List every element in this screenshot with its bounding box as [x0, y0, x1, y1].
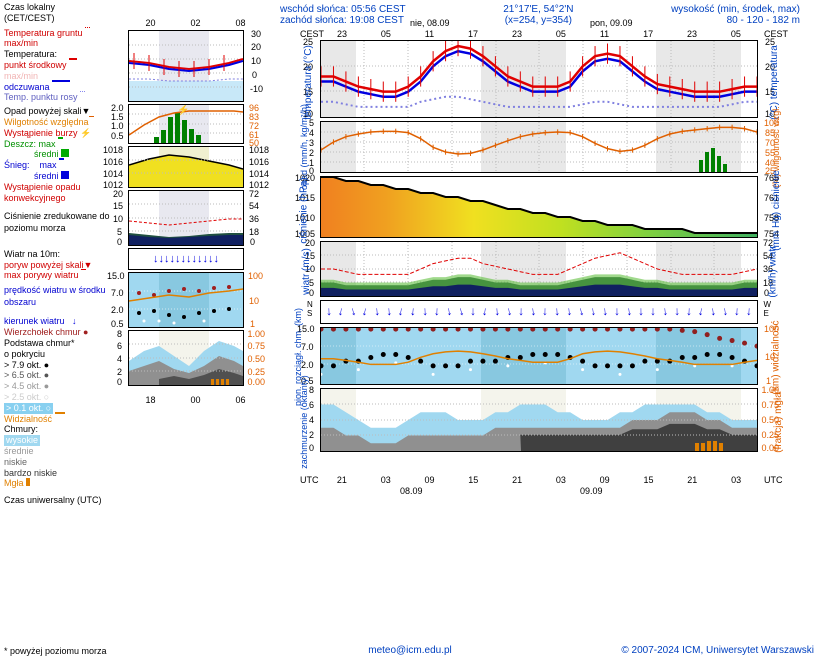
clouds-ylabel-right: (km) widzialność	[771, 321, 782, 395]
date-bot-1: 08.09	[400, 486, 423, 496]
bardzo-niskie-label: bardzo niskie	[4, 468, 124, 479]
okt65-label: > 6.5 okt. ●	[4, 370, 124, 381]
alt-label: wysokość (min, środek, max)	[671, 4, 800, 15]
small-press-chart: 1018 1016 1014 1012 1018 1016 1014 1012	[128, 146, 244, 188]
small-clouds-chart: 15.0 7.0 2.0 0.5 100 10 1	[128, 272, 244, 328]
burza-label: Wystąpienie burzy ⚡	[4, 128, 124, 139]
wysokie-label: wysokie	[4, 435, 40, 446]
poryw-skali-label: poryw powyżej skali▼	[4, 260, 124, 271]
large-temp-svg	[321, 41, 757, 117]
alt-vals: 80 - 120 - 182 m	[671, 15, 800, 26]
small-charts-column: 30 20 10 0 -10 ⚡ 2.0 1.5 1.0 0.5 96 83 7…	[128, 30, 263, 388]
opad-skali-label: Opad powyżej skali▼	[4, 106, 124, 117]
large-precip-chart: 5 4 3 2 1 0 100 85 70 55 40 25 opad (mm/…	[320, 121, 758, 173]
header-sun: wschód słońca: 05:56 CEST zachód słońca:…	[280, 4, 406, 26]
large-press-svg	[321, 177, 757, 237]
footer-email[interactable]: meteo@icm.edu.pl	[368, 645, 452, 656]
large-charts-column: 25 20 15 10 25 20 15 10 temperatura (°C)…	[320, 40, 780, 455]
large-winddir-chart: NS WE ↓↓↓↓↓↓↓↓↓↓↓↓↓↓↓↓↓↓↓↓↓↓↓↓↓↓↓↓↓↓↓↓↓↓…	[320, 300, 758, 324]
rosy-label: Temp. punktu rosy	[4, 92, 124, 103]
utc-right: UTC	[764, 475, 783, 485]
small-fog-svg	[129, 331, 243, 385]
small-wind-chart: 20 15 10 5 0 72 54 36 18 0	[128, 190, 244, 246]
okt25-label: > 2.5 okt. ○	[4, 392, 124, 403]
large-wind-svg	[321, 242, 757, 296]
small-clouds-svg	[129, 273, 243, 327]
header-alt: wysokość (min, środek, max) 80 - 120 - 1…	[671, 4, 800, 26]
okt79-label: > 7.9 okt. ●	[4, 360, 124, 371]
small-press-svg	[129, 147, 243, 187]
wind-ylabel-left: wiatr (m/s)	[301, 248, 312, 295]
sunset-text: zachód słońca: 19:08 CEST	[280, 15, 406, 26]
temp-gruntu-label: Temperatura gruntu	[4, 28, 124, 39]
wiatr10m-label: Wiatr na 10m:	[4, 249, 124, 260]
large-precip-svg	[321, 122, 757, 172]
pokrycie-label: o pokryciu	[4, 349, 124, 360]
czas-lokalny-label: Czas lokalny	[4, 2, 124, 13]
large-clouds-svg	[321, 328, 757, 384]
large-press-chart: 1020 1015 1010 1005 765 761 758 754 ciśn…	[320, 176, 758, 238]
punkt-srodkowy-label: punkt środkowy	[4, 60, 124, 71]
coords-text: 21°17'E, 54°2'N	[503, 4, 573, 15]
press-ylabel-left: ciśnienie (hPa)	[299, 177, 310, 243]
svg-text:⚡: ⚡	[177, 105, 189, 116]
large-clouds-chart: 15.0 7.0 2.0 0.5 100 10 1 pion. rozciągł…	[320, 327, 758, 385]
okt01-label: > 0.1 okt. ○	[4, 403, 53, 414]
kierunek-label: kierunek wiatru ↓	[4, 316, 124, 327]
wind-ylabel-right: (km/h) wiatr	[767, 245, 778, 297]
large-time-bot: 21030915210309152103	[320, 475, 758, 485]
tz-label: (CET/CEST)	[4, 13, 124, 24]
niskie-label: niskie	[4, 457, 124, 468]
max-porywy-label: max porywy wiatru	[4, 270, 124, 281]
header: wschód słońca: 05:56 CEST zachód słońca:…	[280, 4, 800, 26]
small-time-top: 200208	[128, 18, 263, 28]
podstawa-label: Podstawa chmur*	[4, 338, 124, 349]
fog-ylabel-right: (frakcja) mgła	[773, 392, 784, 453]
czas-utc-label: Czas uniwersalny (UTC)	[4, 495, 124, 506]
meteogram-container: wschód słońca: 05:56 CEST zachód słońca:…	[0, 0, 820, 660]
sunrise-text: wschód słońca: 05:56 CEST	[280, 4, 406, 15]
grid-text: (x=254, y=354)	[503, 15, 573, 26]
small-winddir-chart: ↓↓↓↓↓↓↓↓↓↓↓↓	[128, 248, 244, 270]
left-legend: Czas lokalny (CET/CEST) Temperatura grun…	[4, 2, 124, 506]
wilgotnosc-label: Wilgotność względna	[4, 117, 124, 128]
utc-left: UTC	[300, 475, 319, 485]
widzialnosc-label: Widzialność	[4, 414, 124, 425]
srednie-label: średnie	[4, 446, 124, 457]
large-fog-svg	[321, 389, 757, 451]
fog-ylabel-left: zachmurzenie (oktanty)	[299, 375, 309, 469]
temp-label: Temperatura:	[4, 49, 124, 60]
small-precip-svg: ⚡	[129, 105, 243, 143]
header-coords: 21°17'E, 54°2'N (x=254, y=354)	[503, 4, 573, 26]
maxmin-label: max/min	[4, 38, 124, 49]
small-temp-chart: 30 20 10 0 -10	[128, 30, 244, 102]
small-wind-svg	[129, 191, 243, 245]
large-fog-chart: 8 6 4 2 0 1.00 0.75 0.50 0.25 0.00 zachm…	[320, 388, 758, 452]
large-wind-chart: 20 15 10 5 0 72 54 36 18 0 wiatr (m/s) (…	[320, 241, 758, 297]
small-temp-svg	[129, 31, 243, 101]
date-bot-2: 09.09	[580, 486, 603, 496]
date1: nie, 08.09	[410, 18, 450, 28]
wierzcholek-label: Wierzchołek chmur ●	[4, 327, 124, 338]
mgla-label: Mgła	[4, 478, 124, 489]
maxmin2-label: max/min	[4, 71, 124, 82]
predkosc-label: prędkość wiatru w środku obszaru	[4, 285, 124, 308]
date2: pon, 09.09	[590, 18, 633, 28]
small-precip-chart: ⚡ 2.0 1.5 1.0 0.5 96 83 72 61 50	[128, 104, 244, 144]
chmury-label: Chmury:	[4, 424, 124, 435]
cisnienie-label: Ciśnienie zredukowane do poziomu morza	[4, 211, 124, 234]
okt45-label: > 4.5 okt. ●	[4, 381, 124, 392]
odczuwana-label: odczuwana	[4, 82, 124, 93]
footer-copyright: © 2007-2024 ICM, Uniwersytet Warszawski	[621, 645, 814, 656]
large-temp-chart: 25 20 15 10 25 20 15 10 temperatura (°C)…	[320, 40, 758, 118]
small-fog-chart: 8 6 4 2 0 1.00 0.75 0.50 0.25 0.00	[128, 330, 244, 386]
small-time-bot: 180006	[128, 395, 263, 405]
large-time-top: 23051117230511172305	[320, 29, 758, 39]
